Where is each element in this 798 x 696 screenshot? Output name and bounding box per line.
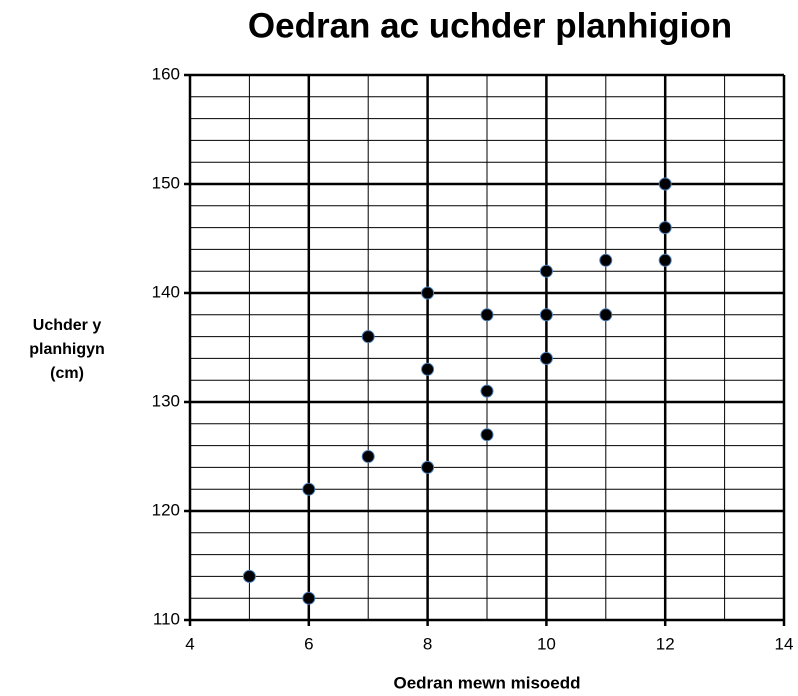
y-axis-label: planhigyn bbox=[29, 341, 105, 358]
point bbox=[361, 450, 375, 463]
point bbox=[421, 460, 435, 474]
point bbox=[599, 253, 613, 267]
y-tick-label: 130 bbox=[152, 391, 180, 410]
point bbox=[480, 384, 494, 398]
point bbox=[658, 177, 672, 191]
x-tick-label: 8 bbox=[423, 634, 432, 653]
point bbox=[539, 308, 553, 322]
point bbox=[658, 253, 672, 267]
x-tick-label: 10 bbox=[537, 634, 556, 653]
y-tick-label: 160 bbox=[152, 64, 180, 83]
x-tick-label: 4 bbox=[185, 634, 194, 653]
point bbox=[539, 264, 553, 278]
point bbox=[302, 482, 316, 496]
y-axis-label: (cm) bbox=[50, 365, 84, 382]
point bbox=[480, 428, 494, 442]
y-tick-label: 140 bbox=[152, 282, 180, 301]
x-tick-label: 14 bbox=[775, 634, 794, 653]
y-axis-label: Uchder y bbox=[33, 317, 102, 334]
x-tick-label: 6 bbox=[304, 634, 313, 653]
point bbox=[242, 569, 256, 583]
x-tick-label: 12 bbox=[656, 634, 675, 653]
point bbox=[421, 362, 435, 376]
y-tick-label: 120 bbox=[152, 500, 180, 519]
x-axis-label: Oedran mewn misoedd bbox=[393, 673, 580, 692]
point bbox=[302, 591, 316, 605]
point bbox=[539, 351, 553, 365]
point bbox=[421, 286, 435, 300]
point bbox=[361, 330, 375, 344]
point bbox=[480, 308, 494, 322]
point bbox=[599, 308, 613, 322]
y-tick-label: 150 bbox=[152, 173, 180, 192]
point bbox=[658, 221, 672, 235]
chart-title: Oedran ac uchder planhigion bbox=[248, 6, 732, 45]
y-tick-label: 110 bbox=[153, 609, 180, 628]
